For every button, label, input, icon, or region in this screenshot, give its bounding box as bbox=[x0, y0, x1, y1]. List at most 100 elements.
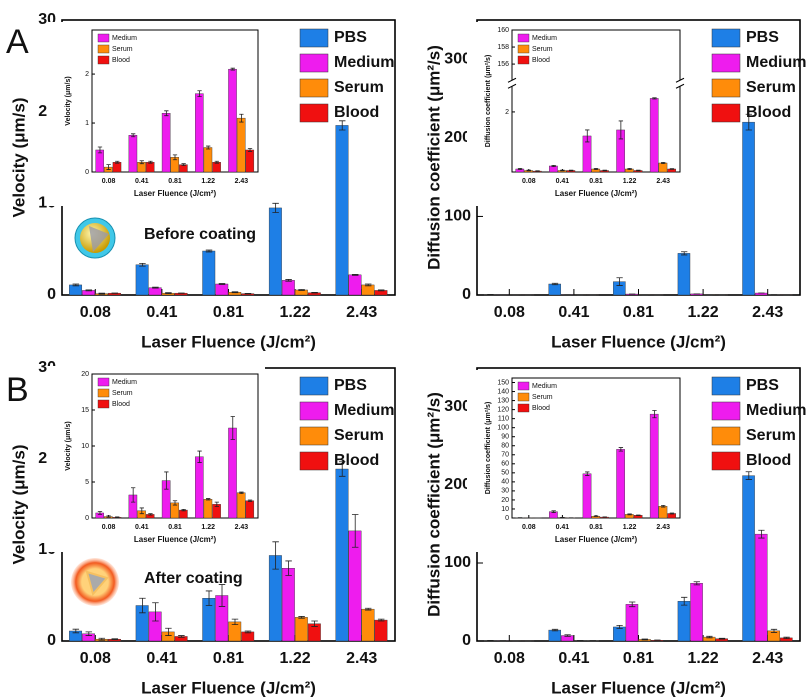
bar bbox=[294, 617, 308, 642]
legend-label: Serum bbox=[532, 46, 553, 53]
legend-label: Serum bbox=[334, 427, 384, 444]
axis-break-mark bbox=[507, 77, 517, 83]
bar bbox=[742, 121, 755, 296]
legend-label: Blood bbox=[532, 57, 550, 64]
x-tick-label: 2.43 bbox=[656, 178, 670, 185]
error-bar bbox=[206, 498, 211, 501]
error-bar bbox=[298, 616, 305, 619]
error-bar bbox=[239, 113, 244, 123]
bar bbox=[135, 264, 149, 296]
error-bar bbox=[206, 145, 211, 150]
legend-label: Serum bbox=[334, 79, 384, 96]
legend-label: Serum bbox=[112, 390, 133, 397]
panel-label: A bbox=[6, 23, 29, 61]
error-bar bbox=[244, 630, 252, 634]
error-bar bbox=[172, 500, 178, 506]
panel-label: B bbox=[6, 371, 29, 409]
bar bbox=[245, 500, 255, 519]
bar bbox=[677, 601, 691, 642]
y-tick-label: 200 bbox=[444, 476, 471, 493]
bar bbox=[548, 629, 562, 642]
bar bbox=[128, 135, 138, 173]
x-tick-label: 2.43 bbox=[235, 178, 249, 185]
y-tick-label: 2 bbox=[85, 71, 89, 78]
y-tick-label: 0 bbox=[85, 515, 89, 522]
bar bbox=[374, 619, 388, 642]
y-tick-label: 0 bbox=[47, 632, 56, 649]
error-bar bbox=[311, 292, 318, 294]
error-bar bbox=[551, 510, 556, 513]
error-bar bbox=[364, 283, 372, 287]
x-tick-label: 0.08 bbox=[522, 178, 536, 185]
error-bar bbox=[669, 512, 675, 515]
legend-swatch bbox=[711, 53, 741, 73]
error-bar bbox=[285, 560, 292, 576]
x-tick-label: 2.43 bbox=[656, 524, 670, 531]
y-tick-label: 160 bbox=[497, 27, 509, 34]
bar bbox=[754, 533, 768, 642]
y-axis-title: Velocity (μm/s) bbox=[65, 76, 72, 125]
legend-swatch bbox=[517, 33, 530, 43]
error-bar bbox=[139, 597, 146, 614]
error-bar bbox=[758, 529, 765, 539]
legend-swatch bbox=[299, 451, 329, 471]
bar bbox=[212, 162, 221, 173]
x-axis-title: Laser Fluence (J/cm²) bbox=[134, 535, 217, 544]
bar bbox=[112, 162, 122, 173]
x-tick-label: 0.41 bbox=[135, 524, 149, 531]
error-bar bbox=[568, 169, 574, 172]
x-tick-label: 2.43 bbox=[346, 650, 377, 667]
y-tick-label: 70 bbox=[501, 452, 509, 459]
legend-swatch bbox=[517, 403, 530, 413]
bar bbox=[203, 499, 213, 519]
error-bar bbox=[641, 638, 648, 641]
x-tick-label: 0.08 bbox=[102, 178, 116, 185]
y-tick-label: 10 bbox=[81, 443, 89, 450]
error-bar bbox=[98, 637, 106, 641]
error-bar bbox=[97, 511, 103, 515]
legend-label: Medium bbox=[746, 54, 806, 71]
error-bar bbox=[231, 291, 239, 294]
error-bar bbox=[98, 292, 106, 295]
particle-icon bbox=[89, 226, 109, 252]
legend-label: PBS bbox=[746, 377, 779, 394]
legend-label: Medium bbox=[532, 383, 557, 390]
error-bar bbox=[131, 487, 136, 503]
error-bar bbox=[164, 110, 169, 117]
error-bar bbox=[636, 169, 641, 172]
bar bbox=[348, 274, 362, 296]
legend-swatch bbox=[517, 55, 530, 65]
inset-chart: 2 156 158 160 0.08 0.41 0.81 1.22 2.43 Laser Flue… bbox=[467, 22, 687, 206]
x-tick-label: 0.08 bbox=[102, 524, 116, 531]
y-axis-title: Velocity (μm/s) bbox=[9, 445, 28, 565]
axis-break-gap bbox=[677, 80, 683, 87]
bar bbox=[335, 468, 349, 642]
x-tick-label: 0.41 bbox=[146, 650, 177, 667]
legend-label: Blood bbox=[334, 104, 379, 121]
legend-label: PBS bbox=[334, 377, 367, 394]
bar bbox=[361, 284, 375, 296]
error-bar bbox=[131, 133, 136, 138]
legend-swatch bbox=[299, 401, 329, 421]
legend-label: Serum bbox=[532, 394, 553, 401]
x-tick-label: 2.43 bbox=[235, 524, 249, 531]
y-tick-label: 0 bbox=[85, 169, 89, 176]
bar bbox=[625, 604, 639, 642]
error-bar bbox=[247, 148, 253, 152]
x-tick-label: 1.22 bbox=[280, 304, 311, 321]
error-bar bbox=[669, 168, 675, 170]
x-tick-label: 2.43 bbox=[346, 304, 377, 321]
x-tick-label: 1.22 bbox=[201, 524, 215, 531]
bar bbox=[195, 456, 204, 519]
x-tick-label: 0.81 bbox=[213, 304, 244, 321]
legend-swatch bbox=[97, 388, 110, 398]
y-tick-label: 5 bbox=[85, 479, 89, 486]
legend-label: PBS bbox=[334, 29, 367, 46]
bar bbox=[215, 283, 229, 296]
x-axis-title: Laser Fluence (J/cm²) bbox=[555, 189, 638, 198]
error-bar bbox=[231, 618, 239, 626]
legend-swatch bbox=[299, 376, 329, 396]
error-bar bbox=[351, 273, 359, 276]
error-bar bbox=[593, 167, 599, 170]
